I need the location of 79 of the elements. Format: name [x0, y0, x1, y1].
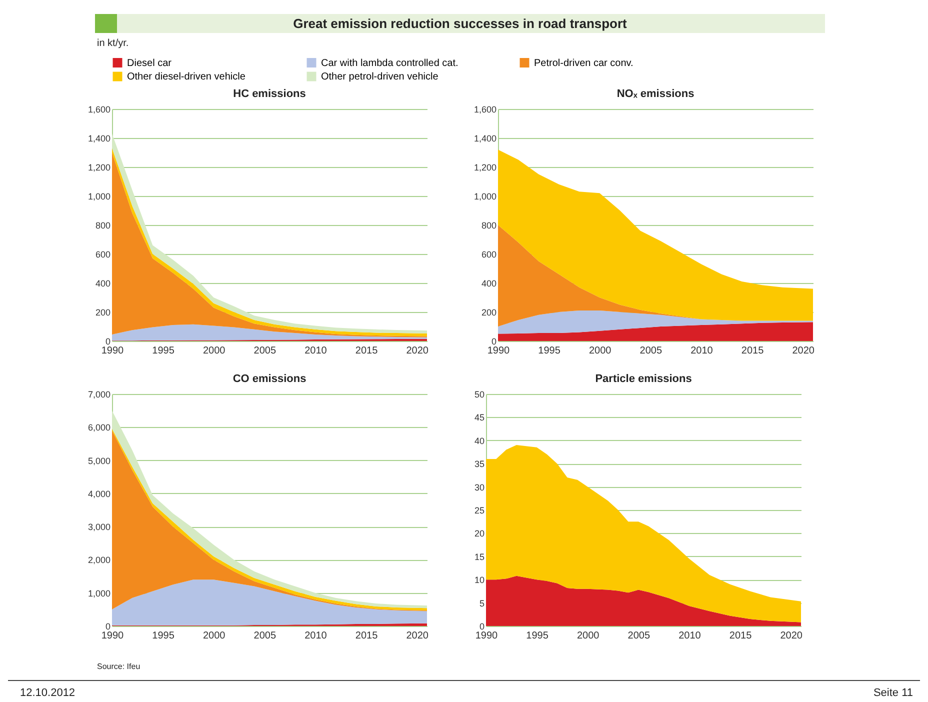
- y-tick-label: 25: [474, 506, 484, 516]
- y-tick-label: 1,600: [474, 104, 496, 114]
- x-tick-label: 2020: [406, 630, 429, 642]
- legend-label: Diesel car: [127, 58, 172, 69]
- x-tick-label: 2015: [355, 630, 378, 642]
- x-tick-label: 2000: [576, 630, 600, 642]
- chart-title: HC emissions: [233, 88, 306, 100]
- y-tick-label: 800: [95, 220, 110, 230]
- x-tick-label: 1995: [526, 630, 549, 642]
- source-note: Source: Ifeu: [97, 662, 140, 671]
- text: 12.10.2012: [20, 687, 76, 699]
- legend-label: Car with lambda controlled cat.: [321, 58, 458, 69]
- y-tick-label: 1,000: [88, 192, 110, 202]
- x-tick-label: 2000: [588, 346, 612, 356]
- y-tick-label: 600: [481, 250, 496, 260]
- chart-title: NOₓ emissions: [616, 88, 694, 100]
- y-tick-label: 400: [481, 278, 496, 288]
- chart-title: Particle emissions: [595, 373, 692, 385]
- x-tick-label: 2020: [780, 630, 803, 642]
- legend-label: Other diesel-driven vehicle: [127, 72, 246, 82]
- y-tick-label: 0: [491, 336, 496, 346]
- legend-label: Other petrol-driven vehicle: [321, 72, 439, 82]
- y-tick-label: 0: [105, 622, 110, 632]
- x-tick-label: 2015: [741, 346, 764, 356]
- text: Great emission reduction successes in road transport: [95, 16, 825, 31]
- y-tick-label: 0: [479, 622, 484, 632]
- x-tick-label: 2005: [640, 346, 662, 356]
- y-tick-label: 40: [474, 436, 484, 446]
- y-tick-label: 35: [474, 459, 484, 470]
- y-tick-label: 5: [479, 598, 484, 608]
- y-tick-label: 0: [105, 336, 110, 346]
- x-tick-label: 2005: [254, 630, 276, 642]
- y-tick-label: 20: [474, 528, 484, 539]
- x-tick-label: 2010: [304, 630, 328, 642]
- y-tick-label: 6,000: [88, 422, 110, 433]
- y-tick-label: 1,400: [474, 134, 496, 144]
- y-tick-label: 2,000: [88, 555, 110, 566]
- y-tick-label: 4,000: [88, 488, 110, 499]
- x-tick-label: 2015: [355, 346, 378, 356]
- x-tick-label: 2010: [690, 346, 714, 356]
- y-tick-label: 600: [95, 250, 110, 260]
- y-tick-label: 200: [481, 308, 496, 318]
- x-tick-label: 2000: [202, 346, 226, 356]
- x-tick-label: 2005: [628, 630, 650, 642]
- y-tick-label: 1,000: [474, 192, 496, 202]
- chart-title: CO emissions: [232, 373, 306, 385]
- y-tick-label: 1,200: [88, 162, 110, 172]
- x-tick-label: 2020: [406, 346, 429, 356]
- x-tick-label: 2000: [202, 630, 226, 642]
- y-tick-label: 3,000: [88, 522, 110, 532]
- y-tick-label: 5,000: [88, 456, 110, 466]
- x-tick-label: 1995: [152, 346, 175, 356]
- x-tick-label: 1990: [101, 346, 124, 356]
- x-tick-label: 2005: [254, 346, 276, 356]
- y-tick-label: 1,200: [474, 162, 496, 172]
- y-tick-label: 45: [474, 412, 484, 423]
- legend-label: Petrol-driven car conv.: [534, 58, 634, 69]
- x-tick-label: 1990: [101, 630, 124, 642]
- text: Seite 11: [873, 687, 913, 699]
- y-tick-label: 7,000: [88, 390, 110, 400]
- y-tick-label: 1,000: [88, 588, 110, 598]
- y-tick-label: 30: [474, 482, 484, 492]
- y-tick-label: 10: [474, 575, 484, 586]
- y-tick-label: 50: [474, 390, 484, 400]
- x-tick-label: 2010: [678, 630, 702, 642]
- x-tick-label: 1990: [475, 630, 498, 642]
- y-tick-label: 400: [95, 278, 110, 288]
- y-tick-label: 800: [481, 220, 496, 230]
- x-tick-label: 2020: [792, 346, 815, 356]
- text: in kt/yr.: [97, 38, 129, 49]
- y-tick-label: 1,400: [88, 134, 110, 144]
- x-tick-label: 2010: [304, 346, 328, 356]
- y-tick-label: 1,600: [88, 104, 110, 114]
- x-tick-label: 2015: [729, 630, 752, 642]
- x-tick-label: 1995: [152, 630, 175, 642]
- x-tick-label: 1990: [487, 346, 510, 356]
- x-tick-label: 1995: [538, 346, 561, 356]
- y-tick-label: 15: [474, 552, 484, 562]
- y-tick-label: 200: [95, 308, 110, 318]
